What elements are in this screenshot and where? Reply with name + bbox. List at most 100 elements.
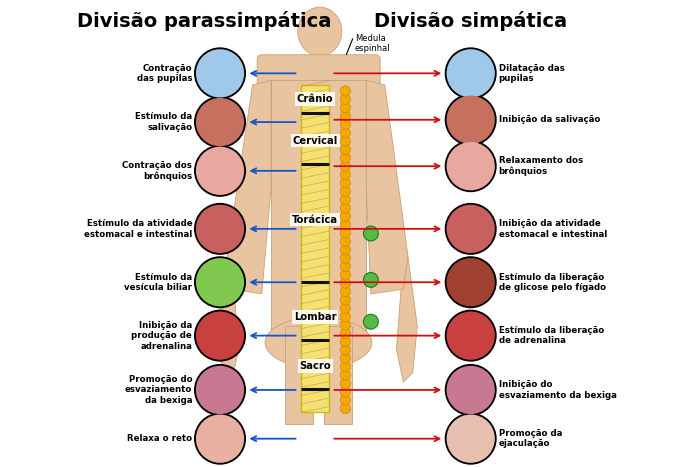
Text: Inibição do
esvaziamento da bexiga: Inibição do esvaziamento da bexiga [498, 380, 617, 400]
Circle shape [340, 378, 351, 389]
Circle shape [340, 211, 351, 221]
Bar [301, 85, 329, 412]
Circle shape [340, 262, 351, 272]
Circle shape [444, 256, 497, 308]
Text: Inibição da atividade
estomacal e intestinal: Inibição da atividade estomacal e intest… [498, 219, 607, 239]
Circle shape [196, 415, 244, 463]
Text: Promoção do
esvaziamento
da bexiga: Promoção do esvaziamento da bexiga [125, 375, 192, 405]
Polygon shape [366, 80, 408, 294]
Text: Relaxa o reto: Relaxa o reto [127, 434, 193, 443]
Circle shape [340, 303, 351, 313]
Circle shape [194, 47, 246, 99]
Circle shape [340, 337, 351, 347]
Circle shape [340, 161, 351, 171]
Circle shape [340, 387, 351, 397]
Circle shape [444, 47, 497, 99]
Circle shape [340, 403, 351, 414]
Circle shape [340, 320, 351, 330]
Circle shape [444, 203, 497, 255]
Text: Divisão simpática: Divisão simpática [374, 11, 567, 31]
FancyBboxPatch shape [257, 55, 380, 90]
Text: Promoção da
ejaculação: Promoção da ejaculação [498, 429, 562, 448]
Circle shape [340, 170, 351, 180]
Text: Relaxamento dos
brônquios: Relaxamento dos brônquios [498, 156, 582, 176]
Circle shape [340, 127, 351, 138]
Text: Lombar: Lombar [294, 312, 337, 322]
Circle shape [194, 203, 246, 255]
Circle shape [340, 86, 351, 96]
Circle shape [194, 310, 246, 361]
Bar [271, 80, 366, 331]
Text: Inibição da salivação: Inibição da salivação [498, 115, 600, 124]
Circle shape [444, 413, 497, 465]
Circle shape [196, 311, 244, 360]
Polygon shape [227, 80, 271, 294]
Ellipse shape [265, 317, 372, 368]
Circle shape [340, 103, 351, 113]
Circle shape [340, 178, 351, 188]
Text: Estímulo da liberação
de glicose pelo fígado: Estímulo da liberação de glicose pelo fí… [498, 273, 606, 292]
Circle shape [447, 258, 495, 306]
Circle shape [340, 203, 351, 213]
Circle shape [363, 314, 378, 329]
Circle shape [444, 94, 497, 146]
Circle shape [340, 270, 351, 280]
Text: Sacro: Sacro [300, 361, 331, 371]
Text: Medula
espinhal: Medula espinhal [355, 34, 391, 53]
Text: Dilatação das
pupilas: Dilatação das pupilas [498, 64, 564, 83]
Circle shape [340, 253, 351, 263]
Text: Estímulo da liberação
de adrenalina: Estímulo da liberação de adrenalina [498, 326, 604, 345]
Text: Estímulo da
salivação: Estímulo da salivação [135, 113, 192, 132]
Circle shape [194, 413, 246, 465]
Circle shape [194, 256, 246, 308]
Text: Estímulo da
vesícula biliar: Estímulo da vesícula biliar [124, 273, 192, 292]
Circle shape [340, 111, 351, 121]
Circle shape [340, 370, 351, 380]
Circle shape [340, 278, 351, 288]
Bar [285, 326, 313, 424]
Circle shape [340, 361, 351, 372]
Circle shape [340, 153, 351, 163]
Circle shape [447, 311, 495, 360]
Circle shape [196, 147, 244, 195]
Circle shape [447, 49, 495, 98]
Circle shape [340, 228, 351, 238]
Circle shape [444, 140, 497, 192]
Ellipse shape [298, 7, 342, 56]
Circle shape [196, 98, 244, 146]
Text: Contração
das pupilas: Contração das pupilas [136, 64, 192, 83]
Circle shape [363, 273, 378, 287]
Circle shape [196, 205, 244, 253]
Circle shape [444, 364, 497, 416]
Circle shape [447, 142, 495, 191]
Circle shape [340, 194, 351, 205]
Circle shape [340, 353, 351, 363]
Text: Crânio: Crânio [297, 94, 333, 104]
Circle shape [340, 219, 351, 230]
Circle shape [340, 311, 351, 322]
Circle shape [196, 366, 244, 414]
Circle shape [447, 366, 495, 414]
Circle shape [447, 96, 495, 144]
Text: Inibição da
produção de
adrenalina: Inibição da produção de adrenalina [132, 321, 192, 351]
Circle shape [340, 119, 351, 129]
Text: Estímulo da atividade
estomacal e intestinal: Estímulo da atividade estomacal e intest… [84, 219, 192, 239]
Circle shape [340, 136, 351, 146]
Circle shape [340, 286, 351, 297]
Polygon shape [396, 257, 417, 382]
Circle shape [340, 395, 351, 405]
Polygon shape [218, 257, 239, 382]
Circle shape [444, 310, 497, 361]
Circle shape [340, 328, 351, 339]
Circle shape [194, 364, 246, 416]
Circle shape [447, 205, 495, 253]
Circle shape [340, 144, 351, 155]
Circle shape [340, 94, 351, 105]
Text: Contração dos
brônquios: Contração dos brônquios [122, 161, 192, 181]
Bar [325, 326, 352, 424]
Circle shape [196, 49, 244, 98]
Circle shape [447, 415, 495, 463]
Text: Torácica: Torácica [292, 214, 338, 225]
Circle shape [340, 295, 351, 305]
Circle shape [196, 258, 244, 306]
